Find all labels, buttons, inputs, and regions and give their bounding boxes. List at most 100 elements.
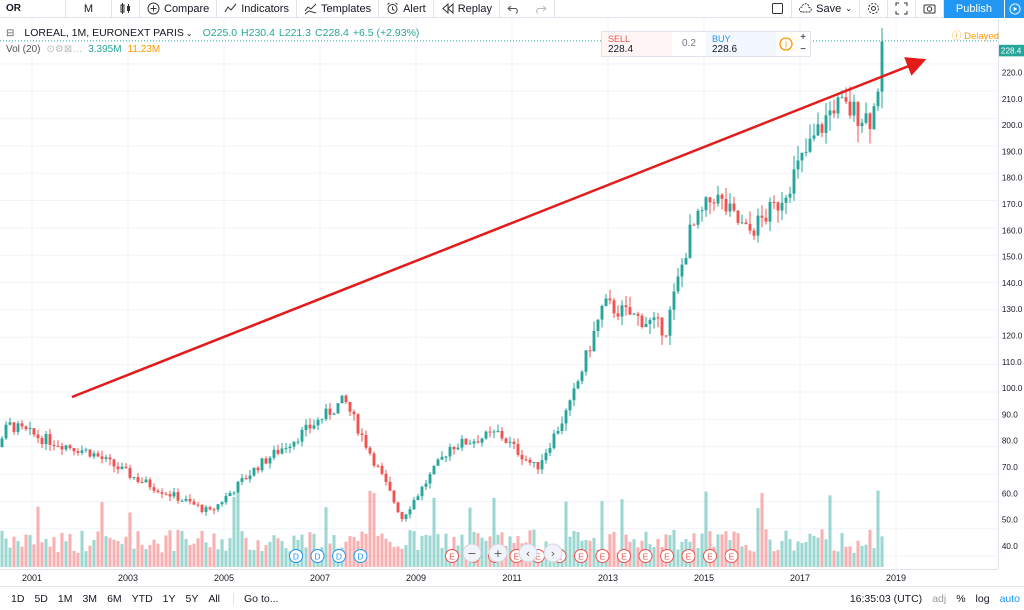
- play-button[interactable]: [1004, 0, 1024, 18]
- percent-toggle[interactable]: %: [956, 592, 966, 605]
- legend-low: L221.3: [278, 27, 312, 39]
- candle-body: [644, 323, 648, 328]
- range-1m[interactable]: 1M: [57, 592, 73, 605]
- earnings-marker[interactable]: E: [617, 549, 631, 563]
- adj-toggle[interactable]: adj: [932, 592, 947, 605]
- settings-button[interactable]: [860, 0, 888, 18]
- earnings-marker[interactable]: E: [595, 549, 610, 563]
- volume-bar: [112, 539, 116, 567]
- price-axis[interactable]: 40.0 50.0 60.0 70.0 80.0 90.0 100.0 110.0 120.0 1…: [998, 19, 1024, 569]
- range-3m[interactable]: 3M: [82, 592, 98, 605]
- volume-bar: [324, 507, 328, 567]
- goto-button[interactable]: Go to...: [233, 592, 278, 605]
- volume-bar: [224, 550, 228, 567]
- layout-button[interactable]: [764, 0, 793, 18]
- indicators-button[interactable]: Indicators: [217, 0, 297, 18]
- indicators-label: Indicators: [241, 2, 289, 15]
- clock-time[interactable]: 16:35:03 (UTC): [849, 592, 923, 605]
- volume-bar: [120, 544, 124, 567]
- candle-body: [716, 194, 720, 204]
- volume-bar: [68, 534, 72, 567]
- candle-body: [396, 502, 400, 513]
- legend-chevron-icon[interactable]: ⌄: [185, 28, 193, 38]
- candle-body: [404, 514, 408, 519]
- range-5y[interactable]: 5Y: [185, 592, 199, 605]
- replay-button[interactable]: Replay: [434, 0, 500, 18]
- earnings-marker[interactable]: E: [703, 549, 717, 563]
- symbol-search[interactable]: OR: [0, 0, 66, 18]
- chart-style-button[interactable]: [112, 0, 140, 18]
- volume-bar: [244, 537, 248, 567]
- volume-bar: [208, 547, 212, 567]
- price-chart[interactable]: DDDDEEEEEEEEEEEEEE−+‹›: [0, 19, 998, 569]
- candle-body: [796, 160, 800, 170]
- earnings-marker[interactable]: E: [445, 549, 459, 563]
- range-5d[interactable]: 5D: [34, 592, 48, 605]
- plus-icon[interactable]: +: [800, 32, 806, 43]
- candle-body: [556, 431, 560, 434]
- auto-toggle[interactable]: auto: [999, 592, 1020, 605]
- range-all[interactable]: All: [208, 592, 221, 605]
- earnings-marker[interactable]: E: [660, 549, 674, 563]
- candle-body: [384, 473, 388, 482]
- earnings-marker[interactable]: E: [574, 549, 588, 563]
- alert-button[interactable]: Alert: [379, 0, 434, 18]
- candle-body: [264, 458, 268, 464]
- earnings-marker[interactable]: E: [724, 549, 739, 563]
- candle-body: [168, 494, 172, 497]
- templates-button[interactable]: Templates: [297, 0, 380, 18]
- range-ytd[interactable]: YTD: [131, 592, 153, 605]
- volume-bar: [760, 493, 764, 567]
- time-axis[interactable]: 2001 2003 2005 2007 2009 2011 2013 2015 2017 2019: [0, 569, 998, 585]
- volume-bar: [612, 531, 616, 567]
- y-tick-label: 50.0: [1002, 516, 1018, 525]
- y-tick-label: 80.0: [1002, 437, 1018, 446]
- order-size-stepper[interactable]: + −: [796, 32, 810, 56]
- dividend-marker[interactable]: D: [353, 549, 368, 563]
- redo-button[interactable]: [527, 0, 555, 18]
- publish-button[interactable]: Publish: [943, 0, 1004, 18]
- range-1d[interactable]: 1D: [11, 592, 25, 605]
- legend-menu-icon[interactable]: ⊟: [6, 27, 15, 39]
- save-button[interactable]: Save ⌄: [792, 0, 860, 18]
- candle-body: [200, 504, 204, 512]
- compare-button[interactable]: Compare: [140, 0, 218, 18]
- dividend-marker[interactable]: D: [289, 549, 303, 563]
- fullscreen-button[interactable]: [888, 0, 916, 18]
- scroll-right-button[interactable]: ›: [543, 543, 563, 563]
- snapshot-button[interactable]: [916, 0, 944, 18]
- candle-body: [328, 408, 332, 415]
- candle-body: [732, 203, 736, 211]
- x-tick-label: 2019: [886, 573, 906, 583]
- range-1y[interactable]: 1Y: [162, 592, 176, 605]
- volume-bar: [616, 552, 620, 567]
- legend-title[interactable]: LOREAL, 1M, EURONEXT PARIS: [24, 27, 184, 39]
- candle-body: [560, 423, 564, 432]
- log-toggle[interactable]: log: [975, 592, 990, 605]
- zoom-in-button[interactable]: +: [488, 543, 508, 563]
- info-button[interactable]: i: [776, 32, 796, 56]
- sell-button[interactable]: SELL 228.4: [602, 32, 672, 56]
- volume-bar: [152, 539, 156, 567]
- volume-label[interactable]: Vol (20): [6, 44, 41, 55]
- candle-body: [508, 441, 512, 443]
- undo-button[interactable]: [500, 0, 527, 18]
- candle-body: [284, 448, 288, 450]
- dividend-marker[interactable]: D: [310, 549, 325, 563]
- trend-arrow[interactable]: [71, 57, 927, 399]
- scroll-left-button[interactable]: ‹: [518, 543, 538, 563]
- candle-body: [332, 413, 336, 415]
- zoom-out-button[interactable]: −: [462, 543, 482, 563]
- candle-body: [684, 257, 688, 265]
- volume-value-1: 3.395M: [88, 44, 122, 55]
- minus-icon[interactable]: −: [800, 44, 806, 55]
- earnings-marker[interactable]: E: [638, 549, 653, 563]
- buy-button[interactable]: BUY 228.6: [706, 32, 776, 56]
- candle-body: [216, 504, 220, 510]
- interval-button[interactable]: M: [66, 0, 112, 18]
- earnings-marker[interactable]: E: [681, 549, 696, 563]
- range-6m[interactable]: 6M: [107, 592, 122, 605]
- candle-body: [460, 438, 464, 448]
- y-tick-label: 220.0: [1002, 69, 1023, 78]
- dividend-marker[interactable]: D: [332, 549, 346, 563]
